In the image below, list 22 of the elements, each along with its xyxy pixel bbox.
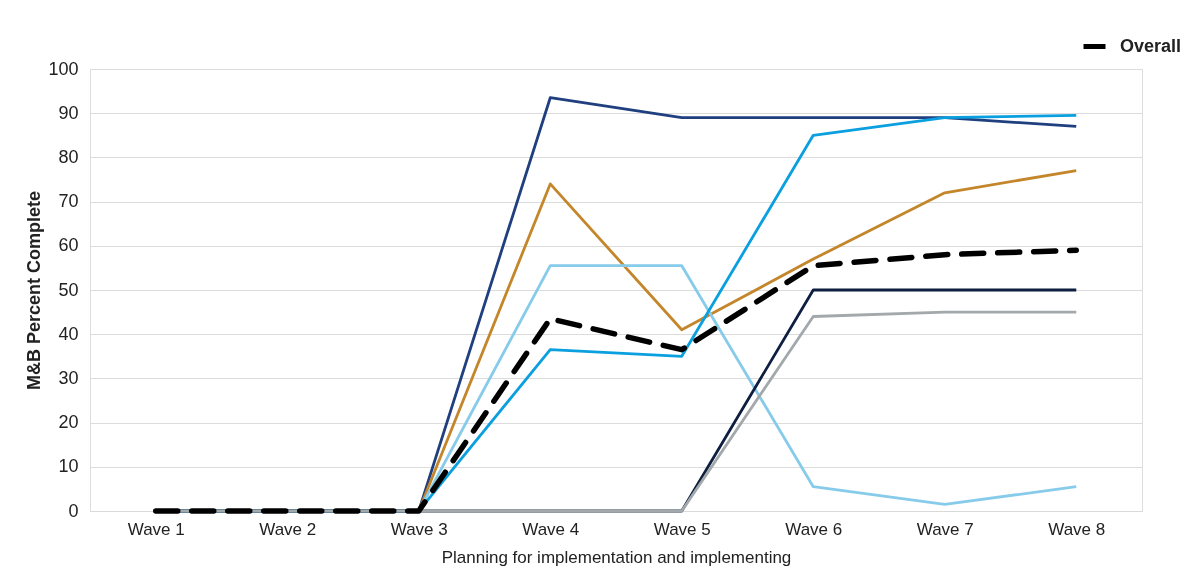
x-tick-label: Wave 2 [259, 519, 317, 539]
x-tick-label: Wave 5 [653, 519, 711, 539]
x-tick-label: Wave 3 [390, 519, 448, 539]
y-tick-label: 20 [58, 412, 79, 433]
x-tick-label: Wave 8 [1048, 519, 1106, 539]
y-tick-label: 60 [58, 235, 79, 256]
y-tick-label: 50 [58, 279, 79, 300]
y-tick-label: 100 [48, 58, 79, 79]
x-tick-label: Wave 6 [785, 519, 843, 539]
y-tick-label: 90 [58, 102, 79, 123]
x-tick-label: Wave 1 [127, 519, 185, 539]
x-tick-label: Wave 4 [522, 519, 580, 539]
y-tick-label: 0 [68, 500, 79, 521]
y-tick-label: 30 [58, 367, 79, 388]
y-tick-label: 40 [58, 323, 79, 344]
x-axis-title: Planning for implementation and implementing [441, 547, 792, 567]
y-tick-label: 70 [58, 191, 79, 212]
x-tick-label: Wave 7 [916, 519, 974, 539]
y-tick-label: 80 [58, 146, 79, 167]
y-tick-label: 10 [58, 456, 79, 477]
y-axis-title: M&B Percent Complete [24, 190, 45, 391]
legend-label: Overall [1120, 35, 1182, 56]
